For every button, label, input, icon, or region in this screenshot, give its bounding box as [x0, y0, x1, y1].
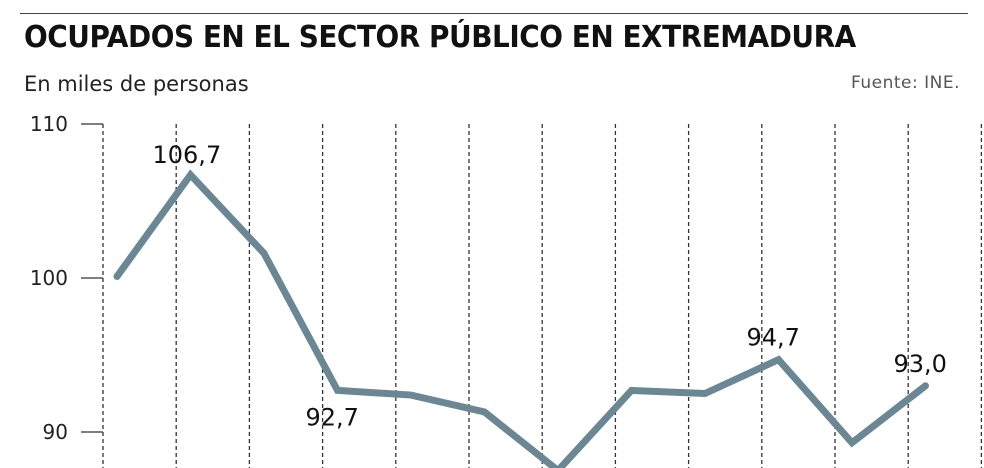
data-label: 93,0: [894, 350, 947, 378]
data-label: 92,7: [306, 403, 359, 431]
y-tick-label: 110: [30, 112, 68, 136]
data-label: 106,7: [153, 141, 222, 169]
y-tick-label: 100: [30, 266, 68, 290]
y-tick-label: 90: [43, 420, 68, 444]
source-note: Fuente: INE.: [851, 73, 960, 93]
top-rule: [20, 13, 968, 14]
chart-subtitle: En miles de personas: [24, 72, 249, 96]
chart-title: OCUPADOS EN EL SECTOR PÚBLICO EN EXTREMA…: [24, 20, 856, 55]
series-line: [113, 169, 929, 468]
data-label: 94,7: [747, 324, 800, 352]
